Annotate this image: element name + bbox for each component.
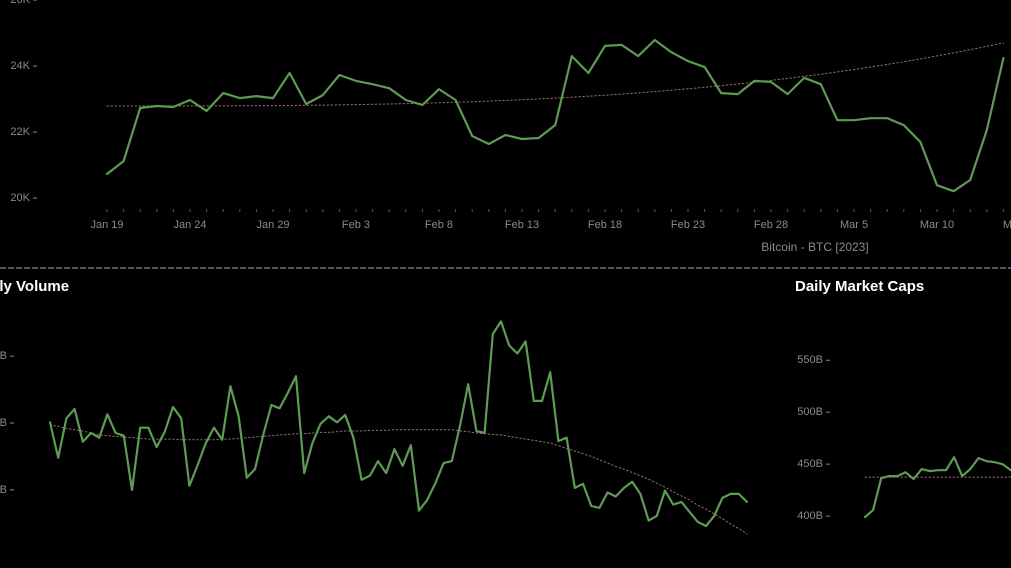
trend-line [49,424,748,535]
y-tick-label: 30B [0,417,7,429]
y-tick-label: 500B [797,406,823,418]
x-tick-label: Jan 19 [90,219,123,231]
y-tick-label: 24K [10,60,30,72]
x-axis-label: Bitcoin - BTC [2023] [761,240,868,254]
data-line [105,38,1005,193]
x-tick-label: Mar 10 [920,219,954,231]
y-tick-label: 20K [10,192,30,204]
x-tick-label: Jan 29 [256,219,289,231]
x-tick-label: Mar 5 [840,219,868,231]
x-tick-label: Jan 24 [173,219,206,231]
x-tick-label: Mar 15 [1003,219,1011,231]
trend-line [106,42,1004,107]
y-tick-label: 400B [797,510,823,522]
x-tick-label: Feb 23 [671,219,705,231]
x-tick-label: Feb 3 [342,219,370,231]
y-tick-label: 40B [0,350,7,362]
x-tick-label: Feb 18 [588,219,622,231]
y-tick-label: 450B [797,458,823,470]
y-tick-label: 22K [10,126,30,138]
y-tick-label: 550B [797,354,823,366]
x-tick-label: Feb 8 [425,219,453,231]
chart-title: Daily Market Caps [795,278,924,295]
data-line [48,320,749,528]
x-tick-label: Feb 13 [505,219,539,231]
x-tick-label: Feb 28 [754,219,788,231]
y-tick-label: 20B [0,484,7,496]
data-line [863,456,1011,519]
y-tick-label: 26K [10,0,30,6]
chart-title: Daily Volume [0,278,69,295]
